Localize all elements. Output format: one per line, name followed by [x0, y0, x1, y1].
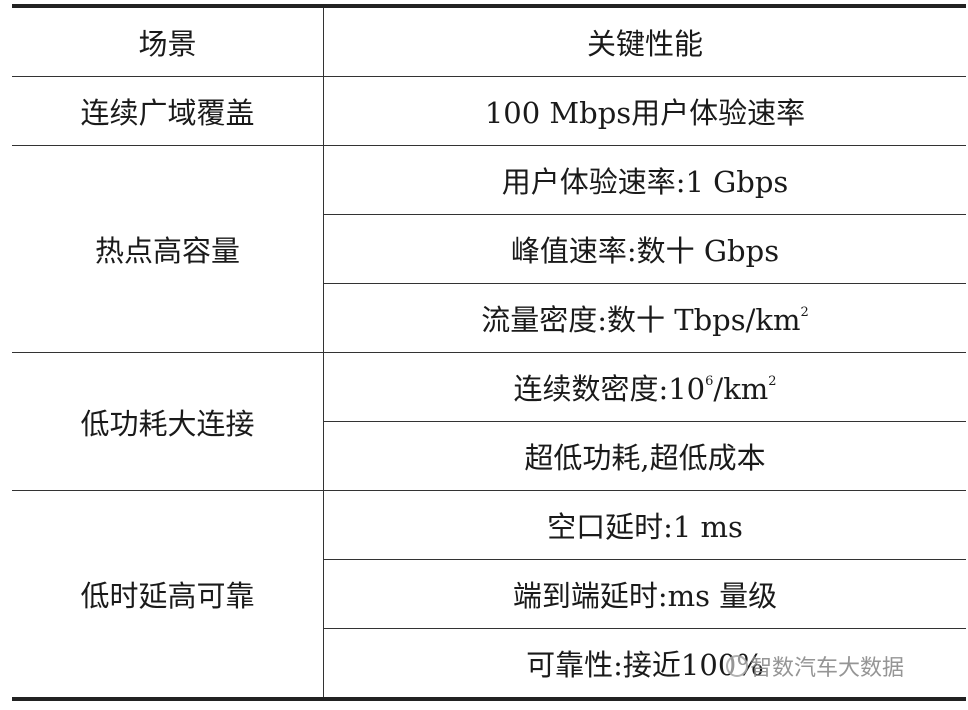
- wechat-logo-icon: [726, 655, 748, 677]
- scenario-cell: 热点高容量: [12, 145, 324, 353]
- table-row: 可靠性:接近100%: [12, 628, 966, 699]
- superscript: 2: [768, 374, 777, 389]
- watermark-text: 智数汽车大数据: [750, 656, 905, 681]
- table-row: 流量密度:数十 Tbps/km2: [12, 283, 966, 353]
- superscript: 2: [800, 305, 809, 320]
- performance-cell: 空口延时:1 ms: [323, 490, 966, 560]
- header-performance: 关键性能: [586, 27, 703, 61]
- performance-cell: 峰值速率:数十 Gbps: [323, 214, 966, 284]
- performance-table: 场景 关键性能 连续广域覆盖 100 Mbps用户体验速率 热点高容量 用户体验…: [12, 4, 966, 701]
- superscript: 6: [705, 374, 714, 389]
- table-row: 低时延高可靠 空口延时:1 ms: [12, 490, 966, 699]
- performance-cell: 连续数密度:106/km2: [323, 352, 966, 422]
- performance-cell: 流量密度:数十 Tbps/km2: [323, 283, 966, 353]
- scenario-cell: 低时延高可靠: [12, 490, 324, 699]
- performance-cell: 100 Mbps用户体验速率: [323, 76, 966, 146]
- cell-text: 流量密度:数十 Tbps/km: [481, 303, 801, 337]
- scenario-cell: 低功耗大连接: [12, 352, 324, 491]
- table-row: 热点高容量 用户体验速率:1 Gbps: [12, 145, 966, 353]
- performance-cell: 端到端延时:ms 量级: [323, 559, 966, 629]
- table-header-row: 场景 关键性能: [12, 6, 966, 77]
- performance-cell: 可靠性:接近100%: [323, 628, 966, 699]
- header-scenario: 场景: [12, 6, 324, 77]
- table-row: 低功耗大连接 连续数密度:106/km2: [12, 352, 966, 491]
- table-row: 连续广域覆盖 100 Mbps用户体验速率: [12, 76, 966, 146]
- table-row: 超低功耗,超低成本: [12, 421, 966, 491]
- table-row: 峰值速率:数十 Gbps: [12, 214, 966, 284]
- performance-cell: 超低功耗,超低成本: [323, 421, 966, 491]
- cell-text: /km: [713, 372, 769, 406]
- cell-text: 连续数密度:10: [513, 372, 706, 406]
- scenario-cell: 连续广域覆盖: [12, 76, 324, 146]
- performance-cell: 用户体验速率:1 Gbps: [323, 145, 966, 215]
- watermark: 智数汽车大数据: [726, 650, 904, 682]
- table-row: 端到端延时:ms 量级: [12, 559, 966, 629]
